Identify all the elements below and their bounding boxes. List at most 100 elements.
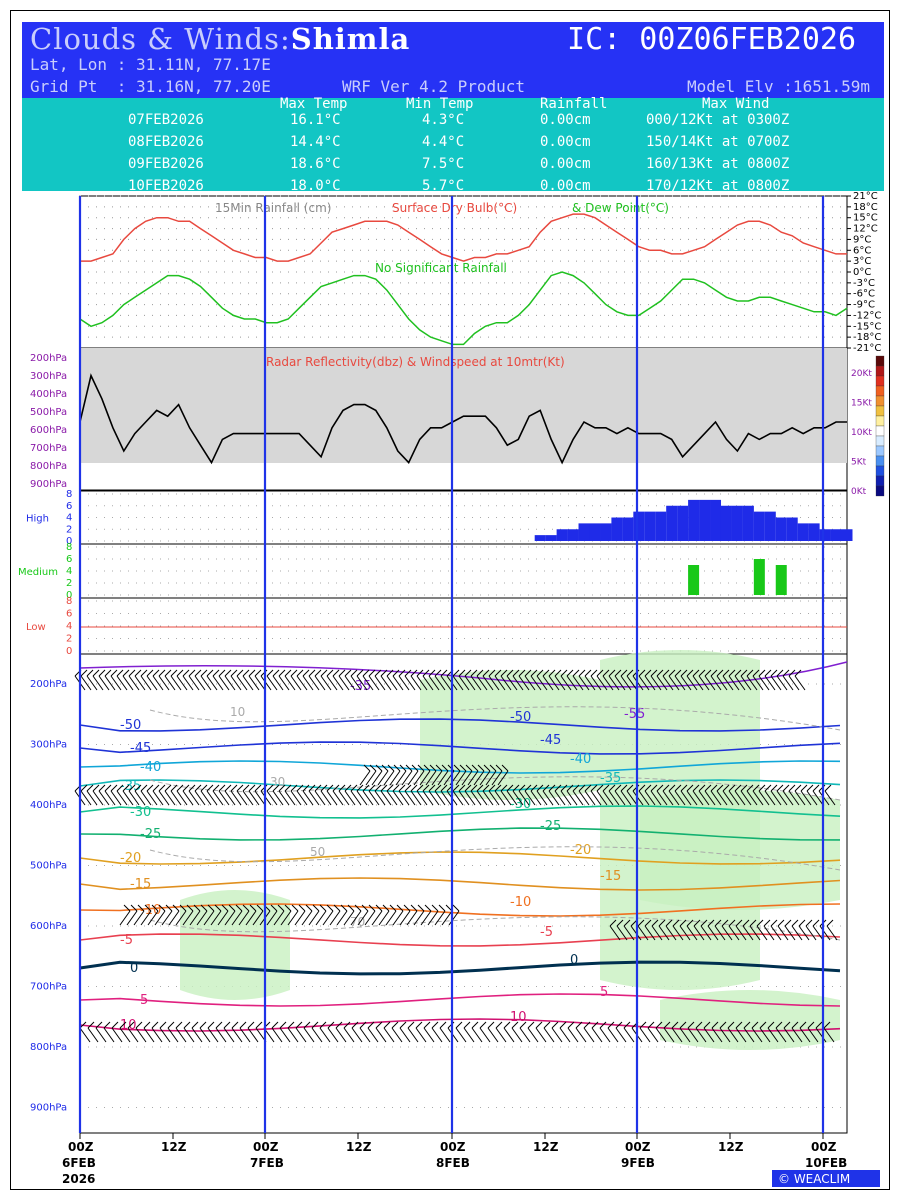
wind-barb (385, 904, 397, 926)
barb-feather (623, 919, 631, 927)
isotherm-label: -20 (120, 851, 141, 866)
barb-feather (278, 669, 286, 677)
barb-shaft (152, 790, 164, 806)
barb-feather (687, 1021, 695, 1029)
barb-shaft (357, 910, 369, 926)
barb-shaft (308, 790, 320, 806)
barb-shaft (494, 675, 506, 691)
temp-tick-label: 18°C (853, 202, 878, 213)
temp-tick-label: 0°C (853, 267, 871, 278)
wind-barb (671, 1021, 683, 1043)
high-cloud-bar (819, 529, 831, 541)
wind-barb (431, 1021, 443, 1043)
barb-feather (391, 1021, 399, 1029)
barb-feather (590, 669, 598, 677)
barb-feather (92, 669, 100, 677)
barb-shaft (296, 790, 308, 806)
barb-shaft (503, 1027, 515, 1043)
barb-feather (680, 784, 688, 792)
barb-feather (575, 1021, 583, 1029)
barb-shaft (807, 1027, 819, 1043)
barb-shaft (512, 675, 524, 691)
barb-shaft (428, 675, 440, 691)
copyright-text: © WEACLIM (778, 1172, 850, 1186)
barb-feather (382, 904, 390, 912)
wind-barb (777, 919, 789, 941)
barb-feather (623, 1021, 631, 1029)
wind-barb (716, 669, 728, 691)
barb-feather (740, 784, 748, 792)
low-cloud-panel (79, 597, 848, 655)
barb-shaft (464, 790, 476, 806)
barb-feather (127, 1021, 135, 1029)
barb-feather (416, 784, 424, 792)
humidity-contour (149, 846, 841, 871)
high-cloud-bar (764, 511, 776, 541)
isotherm-label: 0 (130, 961, 138, 976)
wind-barb (770, 919, 782, 941)
barb-shaft (336, 910, 348, 926)
wind-barb (596, 784, 608, 806)
isotherm-label: -5 (540, 925, 553, 940)
barb-feather (431, 1021, 439, 1029)
barb-shaft (461, 770, 473, 786)
barb-shaft (210, 910, 222, 926)
humidity-label: 70 (350, 915, 365, 929)
barb-shaft (788, 790, 800, 806)
high-cloud-bar (720, 505, 732, 541)
isotherm-label: 5 (140, 993, 148, 1008)
barb-feather (714, 919, 722, 927)
barb-shaft (203, 910, 215, 926)
wind-barb (735, 1021, 747, 1043)
barb-feather (128, 784, 136, 792)
barb-shaft (271, 1027, 283, 1043)
wind-barb (506, 784, 518, 806)
wind-barb (494, 784, 506, 806)
barb-shaft (182, 910, 194, 926)
wind-tick-label: 10Kt (851, 428, 872, 438)
barb-feather (386, 669, 394, 677)
wind-barb (92, 669, 104, 691)
barb-feather (228, 904, 236, 912)
barb-feather (338, 669, 346, 677)
barb-shaft (104, 675, 116, 691)
wind-barb (497, 764, 509, 786)
barb-shaft (656, 790, 668, 806)
barb-feather (452, 669, 460, 677)
wind-barb (338, 669, 350, 691)
wind-barb (236, 784, 248, 806)
wind-barb (218, 784, 230, 806)
wind-barb (386, 784, 398, 806)
barb-feather (175, 1021, 183, 1029)
wind-barb (524, 669, 536, 691)
barb-shaft (389, 770, 401, 786)
col-header-rain: Rainfall (540, 96, 608, 112)
barb-feather (566, 784, 574, 792)
barb-feather (658, 919, 666, 927)
wind-barb (194, 784, 206, 806)
barb-shaft (212, 790, 224, 806)
barb-shaft (800, 790, 812, 806)
barb-feather (326, 784, 334, 792)
barb-feather (256, 904, 264, 912)
barb-shaft (734, 675, 746, 691)
isotherm-label: -40 (140, 760, 161, 775)
barb-shaft (758, 790, 770, 806)
radar-shade (80, 348, 847, 463)
barb-feather (399, 1021, 407, 1029)
barb-feather (759, 1021, 767, 1029)
barb-feather (374, 669, 382, 677)
wind-barb (668, 784, 680, 806)
barb-feather (788, 784, 796, 792)
wind-barb (146, 784, 158, 806)
barb-shaft (716, 790, 728, 806)
wind-barb (236, 669, 248, 691)
wind-barb (722, 669, 734, 691)
barb-shaft (799, 1027, 811, 1043)
barb-shaft (98, 790, 110, 806)
barb-shaft (95, 1027, 107, 1043)
barb-shaft (764, 675, 776, 691)
barb-shaft (614, 790, 626, 806)
barb-feather (695, 1021, 703, 1029)
barb-shaft (278, 790, 290, 806)
